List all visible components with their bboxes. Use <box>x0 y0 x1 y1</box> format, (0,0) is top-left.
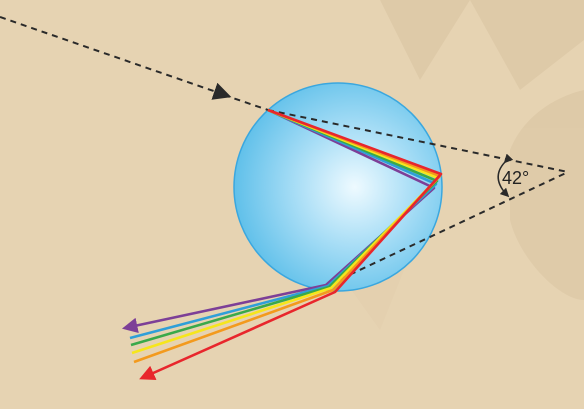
angle-arc <box>497 153 514 198</box>
spectrum-rays <box>121 108 443 381</box>
ray-red <box>139 108 443 381</box>
angle-construction-lines <box>267 109 569 285</box>
angle-label: 42° <box>502 168 529 188</box>
incoming-light-ray <box>0 16 269 111</box>
water-droplet <box>233 82 443 292</box>
